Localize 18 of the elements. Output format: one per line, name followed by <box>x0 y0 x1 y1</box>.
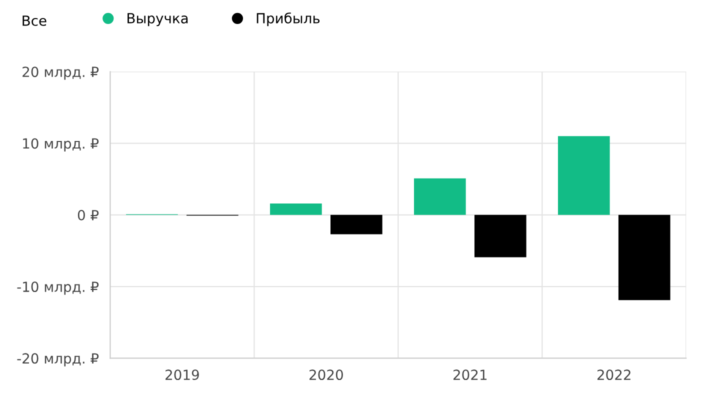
x-tick-label: 2019 <box>166 370 199 380</box>
y-tick-label: -10 млрд. ₽ <box>17 282 99 295</box>
y-tick-label: 20 млрд. ₽ <box>22 66 99 80</box>
bar <box>414 178 466 215</box>
y-tick-label: 0 ₽ <box>78 210 99 220</box>
legend-label: Прибыль <box>256 12 320 26</box>
bar <box>330 214 382 234</box>
bar <box>618 214 670 300</box>
y-tick-label: -20 млрд. ₽ <box>17 353 99 366</box>
x-tick-label: 2022 <box>597 370 630 380</box>
bar <box>558 136 610 215</box>
x-tick-label: 2020 <box>310 370 343 380</box>
bar <box>474 214 526 258</box>
y-tick-label: 10 млрд. ₽ <box>23 138 99 152</box>
text: Все <box>22 16 46 26</box>
bar <box>270 203 322 215</box>
legend-label: Выручка <box>128 13 188 26</box>
x-tick-label: 2021 <box>453 370 487 380</box>
